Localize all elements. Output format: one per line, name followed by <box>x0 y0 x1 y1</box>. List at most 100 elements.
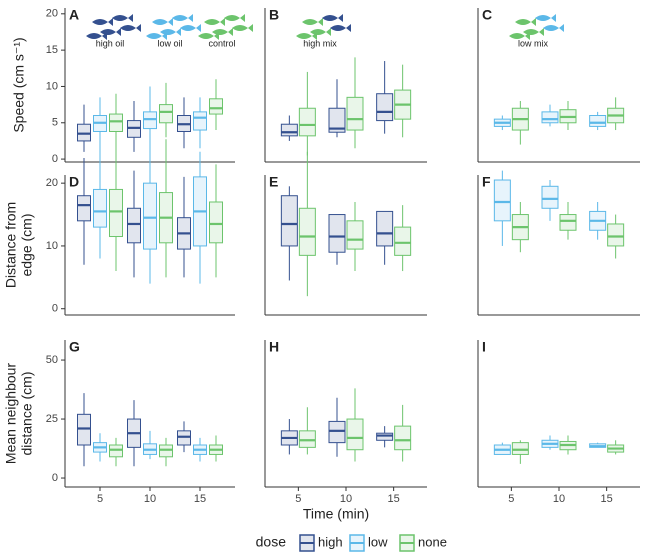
panel-label: H <box>269 339 279 355</box>
box <box>607 97 625 131</box>
box <box>109 93 123 145</box>
box-body <box>346 220 364 250</box>
fish-icon <box>160 28 181 36</box>
fish-icon <box>92 18 113 26</box>
box <box>280 419 298 455</box>
fish-icon <box>100 28 121 36</box>
inset-label: high oil <box>96 38 125 48</box>
box <box>209 164 223 278</box>
box <box>193 97 207 149</box>
box <box>77 104 91 152</box>
fish-icon <box>535 14 556 22</box>
legend-label: low <box>368 534 388 549</box>
y-tick-label: 15 <box>46 44 58 56</box>
box <box>143 430 157 460</box>
box <box>209 79 223 131</box>
panel-label: B <box>269 7 279 23</box>
box-body <box>77 413 91 446</box>
fish-icon <box>232 24 253 32</box>
box <box>376 61 394 134</box>
inset-label: control <box>208 38 235 48</box>
box <box>177 176 191 278</box>
box-body <box>280 123 298 137</box>
box-body <box>177 430 191 446</box>
fish-icon <box>509 32 530 40</box>
y-axis-title: distance (cm) <box>19 371 35 455</box>
box-body <box>109 113 123 132</box>
box <box>77 158 91 265</box>
inset-label: high mix <box>303 38 337 48</box>
box-body <box>346 96 364 131</box>
fish-icon <box>204 18 225 26</box>
fish-icon <box>152 18 173 26</box>
box <box>346 388 364 462</box>
box <box>209 435 223 462</box>
y-tick-label: 5 <box>52 117 58 129</box>
y-axis-title: Distance from <box>3 202 19 288</box>
panel-label: E <box>269 174 278 190</box>
box-body <box>77 195 91 222</box>
box-body <box>328 420 346 444</box>
box <box>493 115 511 131</box>
box <box>298 407 316 455</box>
box-body <box>159 104 173 124</box>
fish-icon <box>198 32 219 40</box>
box <box>394 205 412 272</box>
y-axis-title: edge (cm) <box>19 213 35 276</box>
fish-icon <box>180 24 201 32</box>
panel-label: F <box>482 174 491 190</box>
box <box>589 111 607 131</box>
x-tick-label: 5 <box>295 493 301 505</box>
fish-icon <box>172 14 193 22</box>
x-tick-label: 15 <box>601 493 613 505</box>
box-body <box>127 207 141 244</box>
fish-icon <box>310 28 331 36</box>
box <box>541 104 559 127</box>
box-body <box>541 185 559 209</box>
x-tick-label: 10 <box>144 493 156 505</box>
fish-icon <box>120 24 141 32</box>
x-tick-label: 5 <box>508 493 514 505</box>
fish-icon <box>112 14 133 22</box>
box <box>607 214 625 259</box>
fish-icon <box>515 18 536 26</box>
x-tick-label: 15 <box>388 493 400 505</box>
panel-label: I <box>482 339 486 355</box>
box-body <box>109 188 123 238</box>
box-body <box>394 425 412 451</box>
box <box>541 435 559 450</box>
y-tick-label: 25 <box>46 413 58 425</box>
fish-icon <box>224 14 245 22</box>
y-tick-label: 10 <box>46 80 58 92</box>
legend-title: dose <box>256 534 287 550</box>
box <box>511 201 529 253</box>
y-axis-title: Speed (cm s⁻¹) <box>11 37 27 132</box>
box <box>511 100 529 145</box>
box <box>493 442 511 455</box>
panel-label: G <box>69 339 80 355</box>
box-body <box>346 418 364 451</box>
y-axis-title: Mean neighbour <box>3 363 19 465</box>
box <box>280 186 298 281</box>
y-tick-label: 10 <box>46 240 58 252</box>
box-body <box>298 430 316 448</box>
box-body <box>209 201 223 244</box>
box <box>298 151 316 297</box>
box <box>394 404 412 462</box>
fish-icon <box>296 32 317 40</box>
box-body <box>394 226 412 256</box>
box <box>376 426 394 448</box>
box-body <box>209 98 223 115</box>
panel-label: D <box>69 174 79 190</box>
box <box>193 437 207 462</box>
fish-icon <box>86 32 107 40</box>
x-tick-label: 10 <box>553 493 565 505</box>
box <box>109 437 123 467</box>
box <box>193 151 207 284</box>
box <box>298 71 316 156</box>
box <box>328 397 346 457</box>
box <box>559 201 577 240</box>
x-axis-title: Time (min) <box>303 506 369 522</box>
box <box>177 97 191 149</box>
